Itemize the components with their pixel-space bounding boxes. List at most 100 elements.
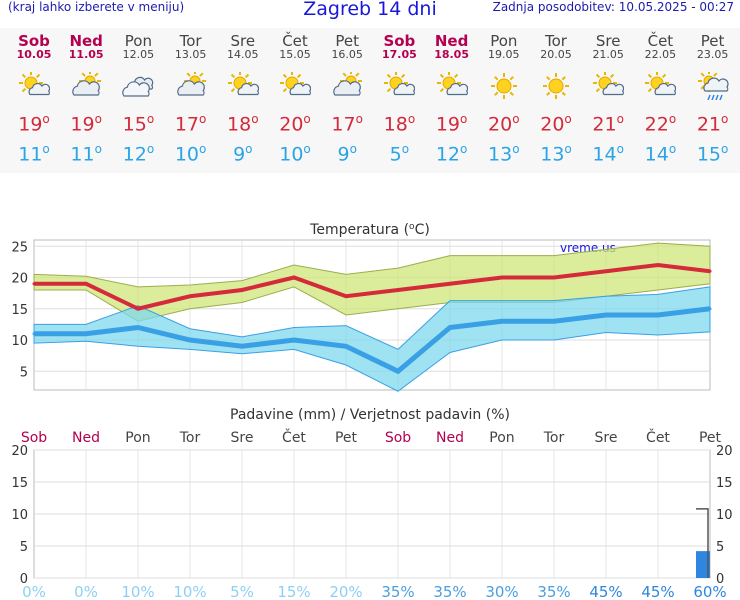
precip-y-tick-right: 20 (716, 444, 733, 459)
max-temperature: 21o (696, 112, 729, 136)
day-column[interactable]: Pet 16.05 17o 9o (321, 28, 373, 173)
min-temperature: 10o (174, 142, 207, 166)
cloud-sun-icon (176, 72, 206, 96)
day-name: Pet (335, 32, 359, 50)
day-date: 23.05 (696, 48, 729, 61)
precip-day-label: Sob (21, 430, 47, 446)
max-temp-point (604, 269, 608, 273)
min-temp-point (292, 338, 296, 342)
precip-y-tick-left: 20 (11, 444, 28, 459)
min-temperature: 12o (122, 142, 155, 166)
min-temperature: 9o (233, 142, 253, 166)
day-name: Sre (230, 32, 256, 50)
min-temperature: 11o (70, 142, 102, 166)
min-temp-point (656, 313, 660, 317)
day-column[interactable]: Sre 14.05 18o 9o (217, 28, 269, 173)
min-temp-point (84, 332, 88, 336)
day-column[interactable]: Čet 15.05 20o 10o (269, 28, 321, 173)
max-temp-point (344, 294, 348, 298)
day-date: 22.05 (644, 48, 677, 61)
max-temperature: 17o (331, 112, 363, 136)
min-temp-point (708, 307, 712, 311)
temp-y-tick: 25 (11, 240, 28, 255)
precip-probability: 30% (485, 583, 518, 600)
max-temp-point (240, 288, 244, 292)
max-temp-point (500, 276, 504, 279)
min-temperature: 13o (540, 142, 572, 166)
page-title: Zagreb 14 dni (303, 0, 437, 20)
precip-y-tick-right: 5 (716, 540, 724, 555)
min-temperature: 12o (435, 142, 468, 166)
min-temp-point (448, 326, 452, 329)
day-column[interactable]: Sre 21.05 21o 14o (582, 28, 634, 173)
day-column[interactable]: Pet 23.05 21o 15o (687, 28, 739, 173)
day-date: 16.05 (331, 48, 363, 61)
max-temperature: 18o (383, 112, 416, 136)
sun-cloud-icon (384, 72, 416, 96)
precip-y-tick-left: 0 (20, 572, 28, 587)
sun-cloud-icon (645, 72, 677, 96)
precip-day-label: Sre (231, 430, 254, 446)
day-column[interactable]: Pon 12.05 15o 12o (112, 28, 164, 173)
forecast-strip: Sob 10.05 19o 11o Ned 11.05 19o 11o Pon 12.05 15o 1… (0, 28, 740, 173)
precip-probability: 35% (537, 583, 570, 600)
day-name: Pet (700, 32, 725, 50)
precip-day-label: Pon (125, 430, 150, 446)
max-temperature: 22o (644, 112, 677, 136)
day-column[interactable]: Pon 19.05 20o 13o (478, 28, 530, 173)
temp-chart-title: Temperatura (oC) (309, 222, 430, 238)
day-column[interactable]: Sob 10.05 19o 11o (8, 28, 60, 173)
min-temp-point (604, 313, 608, 317)
cloud-sun-icon (72, 72, 102, 96)
temp-y-tick: 15 (11, 303, 28, 318)
day-name: Pon (124, 32, 152, 50)
precip-chart-title: Padavine (mm) / Verjetnost padavin (%) (230, 407, 510, 423)
day-date: 13.05 (174, 48, 207, 61)
day-column[interactable]: Čet 22.05 22o 14o (634, 28, 686, 173)
temp-unit: C) (415, 222, 430, 238)
day-date: 14.05 (227, 48, 259, 61)
day-date: 21.05 (592, 48, 624, 61)
rain-cloud-icon (697, 72, 729, 100)
min-temp-point (188, 338, 192, 342)
precip-day-label: Tor (179, 430, 201, 446)
day-date: 11.05 (68, 48, 104, 61)
precip-day-label: Čet (282, 428, 306, 446)
day-column[interactable]: Ned 18.05 19o 12o (426, 28, 478, 173)
sun-icon (490, 73, 517, 99)
max-temperature: 20o (279, 112, 311, 136)
day-name: Sob (383, 32, 416, 50)
day-name: Tor (179, 32, 202, 50)
max-temp-point (656, 263, 660, 267)
max-temperature: 21o (592, 112, 624, 136)
cloud-sun-icon (333, 72, 363, 96)
min-temp-point (32, 332, 36, 336)
precip-probability: 0% (22, 583, 46, 600)
temp-y-tick: 20 (11, 272, 28, 287)
min-temperature: 5o (389, 142, 410, 166)
day-column[interactable]: Tor 20.05 20o 13o (530, 28, 582, 173)
day-column[interactable]: Ned 11.05 19o 11o (60, 28, 112, 173)
precip-day-label: Ned (72, 430, 100, 446)
min-temp-point (500, 319, 504, 323)
precip-day-label: Sob (385, 430, 411, 446)
max-temp-point (552, 276, 556, 279)
min-temp-point (344, 344, 348, 348)
day-column[interactable]: Sob 17.05 18o 5o (373, 28, 425, 173)
day-name: Tor (545, 32, 567, 50)
precip-probability: 10% (173, 583, 206, 600)
precip-error-bar (696, 508, 709, 578)
max-temp-point (32, 282, 36, 286)
max-temperature: 20o (540, 112, 572, 136)
precip-probability: 60% (693, 583, 726, 600)
day-column[interactable]: Tor 13.05 17o 10o (165, 28, 217, 173)
precip-day-label: Čet (646, 428, 670, 446)
max-temp-point (708, 269, 712, 273)
temp-y-tick: 10 (11, 334, 28, 349)
precip-day-label: Tor (543, 430, 565, 446)
temp-y-tick: 5 (20, 365, 28, 380)
day-date: 15.05 (279, 48, 311, 61)
header-left[interactable]: (kraj lahko izberete v meniju) (8, 0, 185, 14)
min-temp-range-band (33, 286, 711, 392)
